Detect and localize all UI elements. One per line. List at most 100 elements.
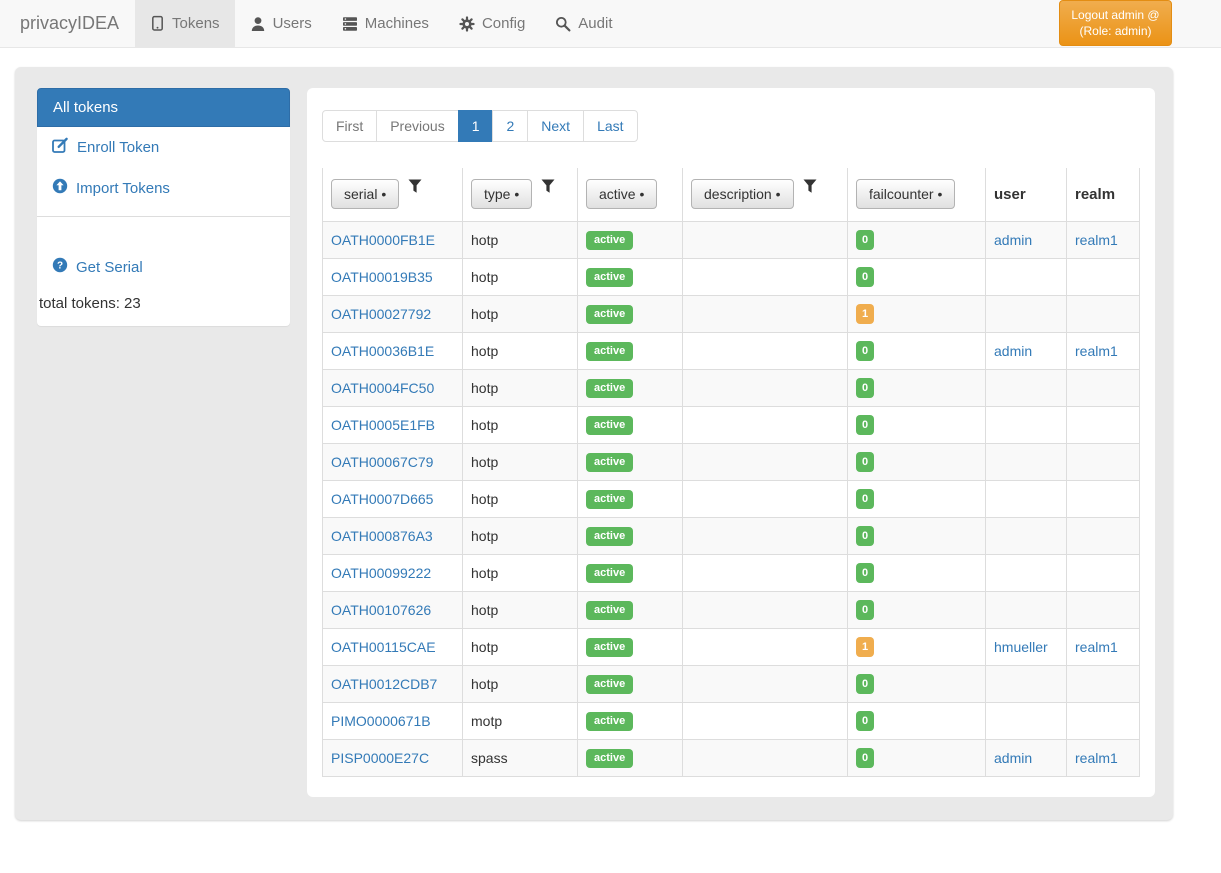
cell-serial: OATH00067C79 — [322, 442, 463, 481]
cell-realm — [1066, 590, 1140, 629]
sort-type-button[interactable]: type • — [471, 179, 533, 210]
active-status-badge: active — [586, 563, 634, 583]
cell-type: hotp — [462, 257, 578, 296]
token-serial-link[interactable]: OATH0005E1FB — [331, 416, 436, 433]
token-row: OATH000876A3 hotp active 0 — [322, 516, 1140, 555]
cell-description — [682, 664, 848, 703]
tab-tokens[interactable]: Tokens — [135, 0, 235, 47]
cell-realm: realm1 — [1066, 627, 1140, 666]
cell-failcounter: 0 — [847, 701, 986, 740]
token-row: OATH00107626 hotp active 0 — [322, 590, 1140, 629]
sidebar-item-import-tokens[interactable]: Import Tokens — [37, 168, 290, 208]
token-serial-link[interactable]: OATH00115CAE — [331, 638, 436, 655]
filter-funnel-icon[interactable] — [408, 179, 422, 197]
cell-user — [985, 553, 1067, 592]
realm-link[interactable]: realm1 — [1075, 342, 1118, 359]
token-row: OATH00036B1E hotp active 0 admin realm1 — [322, 331, 1140, 370]
pagination-page-2[interactable]: 2 — [492, 110, 529, 142]
question-circle-icon: ? — [52, 257, 68, 277]
token-row: OATH0005E1FB hotp active 0 — [322, 405, 1140, 444]
sidebar-item-enroll-token[interactable]: Enroll Token — [37, 127, 290, 168]
token-serial-link[interactable]: OATH00107626 — [331, 601, 432, 618]
token-row: OATH00067C79 hotp active 0 — [322, 442, 1140, 481]
tab-config[interactable]: Config — [444, 0, 540, 47]
token-list-panel: First Previous 1 2 Next Last serial • ty… — [307, 88, 1155, 797]
token-serial-link[interactable]: OATH0012CDB7 — [331, 675, 438, 692]
realm-link[interactable]: realm1 — [1075, 231, 1118, 248]
token-serial-link[interactable]: OATH00027792 — [331, 305, 432, 322]
token-serial-link[interactable]: PISP0000E27C — [331, 749, 430, 766]
column-header-active: active • — [577, 168, 683, 222]
token-serial-link[interactable]: OATH000876A3 — [331, 527, 433, 544]
sort-description-button[interactable]: description • — [691, 179, 794, 210]
logout-button[interactable]: Logout admin @ (Role: admin) — [1059, 0, 1172, 46]
cell-serial: OATH00107626 — [322, 590, 463, 629]
user-icon — [250, 16, 266, 32]
cell-realm — [1066, 368, 1140, 407]
realm-link[interactable]: realm1 — [1075, 638, 1118, 655]
token-serial-link[interactable]: OATH0000FB1E — [331, 231, 436, 248]
cell-user — [985, 664, 1067, 703]
filter-funnel-icon[interactable] — [541, 179, 555, 197]
token-row: OATH0007D665 hotp active 0 — [322, 479, 1140, 518]
cell-description — [682, 405, 848, 444]
pagination-last[interactable]: Last — [583, 110, 638, 142]
sidebar-item-get-serial[interactable]: ? Get Serial — [37, 247, 290, 287]
pagination-next[interactable]: Next — [527, 110, 585, 142]
token-row: OATH00027792 hotp active 1 — [322, 294, 1140, 333]
sort-serial-button[interactable]: serial • — [331, 179, 400, 210]
cell-user — [985, 442, 1067, 481]
app-brand[interactable]: privacyIDEA — [20, 13, 120, 33]
token-serial-link[interactable]: OATH00036B1E — [331, 342, 435, 359]
cell-user: admin — [985, 331, 1067, 370]
pagination-previous[interactable]: Previous — [376, 110, 459, 142]
cell-user — [985, 516, 1067, 555]
user-link[interactable]: admin — [994, 231, 1033, 248]
failcounter-badge: 0 — [856, 451, 875, 472]
active-status-badge: active — [586, 267, 634, 287]
navbar: privacyIDEA Tokens Users Machines Config… — [0, 0, 1221, 48]
cell-serial: PISP0000E27C — [322, 738, 463, 777]
pagination-page-1[interactable]: 1 — [457, 110, 494, 142]
cell-active: active — [577, 627, 683, 666]
sort-failcounter-button[interactable]: failcounter • — [856, 179, 956, 210]
tab-users[interactable]: Users — [235, 0, 327, 47]
cell-realm — [1066, 553, 1140, 592]
failcounter-badge: 0 — [856, 562, 875, 583]
tab-audit[interactable]: Audit — [540, 0, 627, 47]
cell-type: hotp — [462, 516, 578, 555]
active-status-badge: active — [586, 674, 634, 694]
sidebar-item-all-tokens[interactable]: All tokens — [37, 88, 290, 127]
cell-type: hotp — [462, 479, 578, 518]
user-link[interactable]: hmueller — [994, 638, 1048, 655]
active-status-badge: active — [586, 378, 634, 398]
filter-funnel-icon[interactable] — [803, 179, 817, 197]
cell-failcounter: 0 — [847, 257, 986, 296]
realm-link[interactable]: realm1 — [1075, 749, 1118, 766]
token-serial-link[interactable]: OATH00019B35 — [331, 268, 433, 285]
cell-active: active — [577, 516, 683, 555]
user-link[interactable]: admin — [994, 749, 1033, 766]
cell-realm — [1066, 516, 1140, 555]
nav-tabs: Tokens Users Machines Config Audit — [135, 0, 627, 47]
column-header-failcounter: failcounter • — [847, 168, 986, 222]
token-serial-link[interactable]: OATH00099222 — [331, 564, 432, 581]
cell-realm — [1066, 294, 1140, 333]
pagination-first[interactable]: First — [322, 110, 378, 142]
cell-active: active — [577, 220, 683, 259]
cell-serial: PIMO0000671B — [322, 701, 463, 740]
token-serial-link[interactable]: PIMO0000671B — [331, 712, 431, 729]
token-serial-link[interactable]: OATH0007D665 — [331, 490, 434, 507]
cell-realm: realm1 — [1066, 220, 1140, 259]
cell-type: spass — [462, 738, 578, 777]
column-header-serial: serial • — [322, 168, 463, 222]
token-serial-link[interactable]: OATH00067C79 — [331, 453, 434, 470]
user-link[interactable]: admin — [994, 342, 1033, 359]
sort-active-button[interactable]: active • — [586, 179, 658, 210]
active-status-badge: active — [586, 341, 634, 361]
token-serial-link[interactable]: OATH0004FC50 — [331, 379, 435, 396]
cell-type: hotp — [462, 331, 578, 370]
cell-user — [985, 405, 1067, 444]
cell-type: hotp — [462, 442, 578, 481]
tab-machines[interactable]: Machines — [327, 0, 444, 47]
